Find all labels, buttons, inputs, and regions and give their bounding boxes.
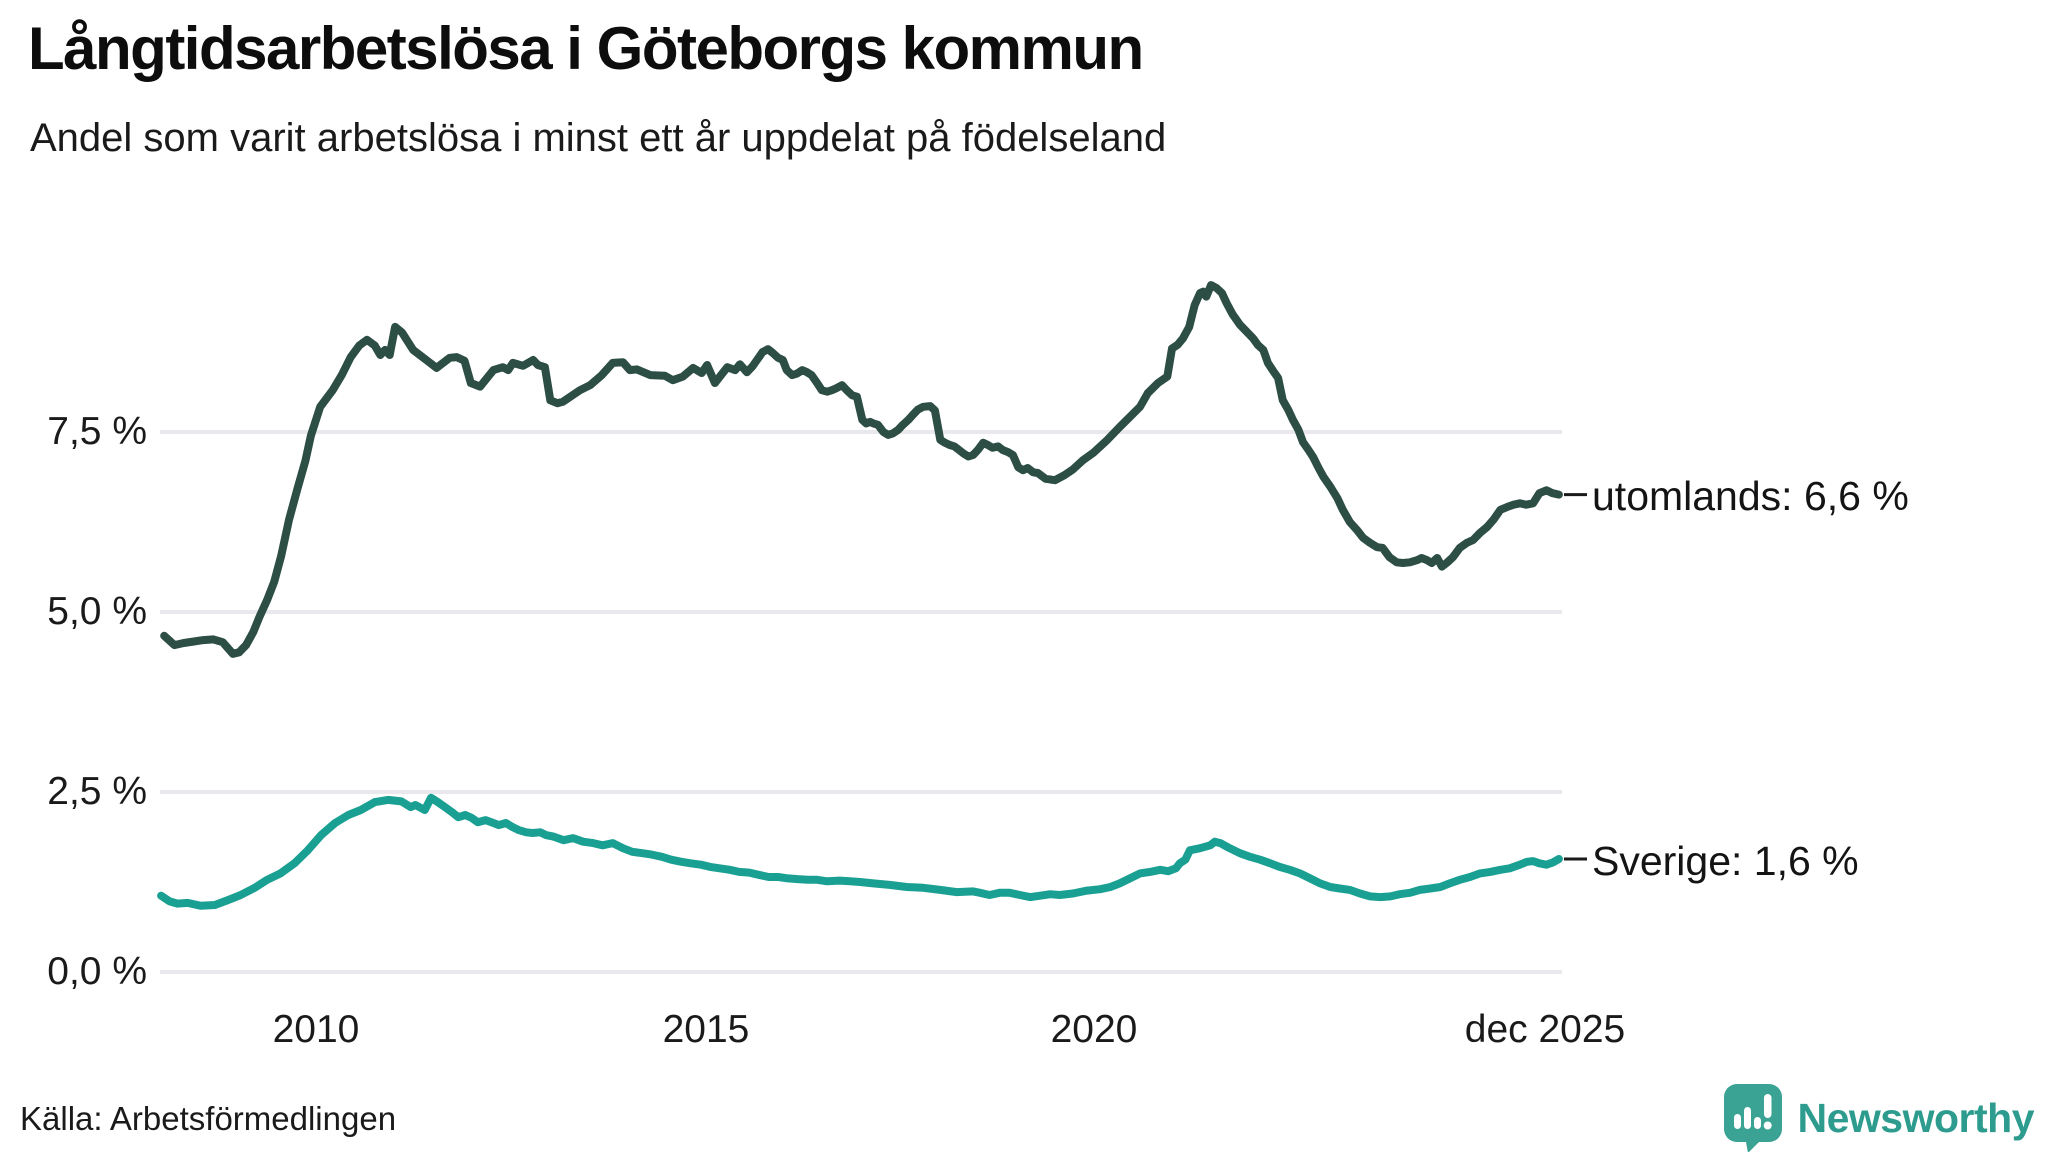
page-title: Långtidsarbetslösa i Göteborgs kommun: [28, 15, 1144, 82]
series-line-Sverige: [157, 793, 1563, 910]
bar-3: [1753, 1117, 1761, 1129]
bar-2: [1743, 1107, 1751, 1129]
series-line-utomlands: [160, 281, 1563, 658]
newsworthy-icon: [1723, 1084, 1782, 1152]
y-axis-tick-0: 0,0 %: [47, 950, 147, 993]
x-axis-tick-2020: 2020: [1050, 1008, 1138, 1051]
x-axis-tick-2015: 2015: [662, 1008, 750, 1051]
brand-name: Newsworthy: [1797, 1094, 2035, 1141]
y-axis-tick-5-0: 5,0 %: [47, 590, 147, 633]
page-subtitle: Andel som varit arbetslösa i minst ett å…: [30, 116, 1167, 160]
exclamation-bar: [1763, 1094, 1771, 1118]
series-end-label-sverige: Sverige: 1,6 %: [1592, 838, 1859, 884]
bar-1: [1733, 1114, 1741, 1129]
speech-bubble-shape: [1723, 1084, 1782, 1152]
newsworthy-logo: Newsworthy: [1722, 1082, 2035, 1152]
source-note: Källa: Arbetsförmedlingen: [20, 1100, 397, 1137]
y-axis-tick-7-5: 7,5 %: [47, 410, 147, 453]
exclamation-dot: [1763, 1121, 1772, 1130]
x-axis-tick-dec-2025: dec 2025: [1464, 1008, 1626, 1051]
y-axis-tick-2-5: 2,5 %: [47, 770, 147, 813]
x-axis-tick-2010: 2010: [272, 1008, 360, 1051]
series-end-label-utomlands: utomlands: 6,6 %: [1592, 473, 1909, 519]
